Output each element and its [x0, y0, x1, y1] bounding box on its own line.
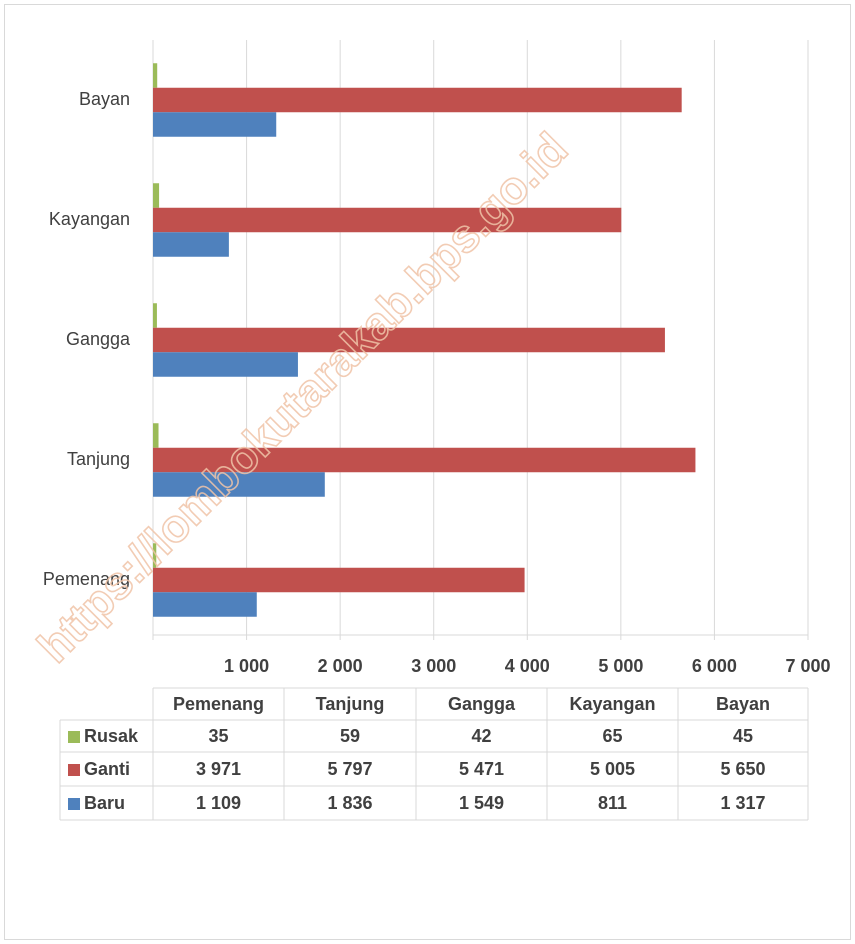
- x-tick-label: 7 000: [785, 656, 830, 676]
- plot-area: [152, 40, 809, 640]
- x-tick-label: 6 000: [692, 656, 737, 676]
- table-value: 5 471: [459, 759, 504, 779]
- x-tick-label: 1 000: [224, 656, 269, 676]
- legend-swatch: [68, 764, 80, 776]
- legend-swatch: [68, 798, 80, 810]
- table-value: 42: [471, 726, 491, 746]
- table-value: 5 650: [720, 759, 765, 779]
- bar: [153, 447, 696, 473]
- y-tick-label: Kayangan: [49, 209, 130, 229]
- legend-label: Rusak: [84, 726, 139, 746]
- table-value: 5 005: [590, 759, 635, 779]
- table-header: Pemenang: [173, 694, 264, 714]
- table-value: 1 317: [720, 793, 765, 813]
- table-value: 811: [598, 793, 627, 813]
- x-tick-label: 5 000: [598, 656, 643, 676]
- table-value: 3 971: [196, 759, 241, 779]
- table-value: 65: [602, 726, 622, 746]
- y-tick-label: Gangga: [66, 329, 131, 349]
- bar: [153, 472, 325, 497]
- bar: [153, 327, 665, 353]
- bar: [153, 567, 525, 593]
- table-header: Gangga: [448, 694, 516, 714]
- table-value: 1 109: [196, 793, 241, 813]
- x-tick-label: 3 000: [411, 656, 456, 676]
- table-value: 5 797: [327, 759, 372, 779]
- bar: [153, 112, 277, 137]
- bar: [153, 423, 159, 448]
- bar: [153, 592, 257, 617]
- bar: [153, 352, 298, 377]
- legend-label: Baru: [84, 793, 125, 813]
- table-value: 1 836: [327, 793, 372, 813]
- bar: [153, 87, 682, 113]
- bar: [153, 232, 229, 257]
- table-header: Bayan: [716, 694, 770, 714]
- x-tick-label: 2 000: [318, 656, 363, 676]
- table-value: 45: [733, 726, 753, 746]
- table-value: 59: [340, 726, 360, 746]
- bar: [153, 183, 160, 208]
- legend-swatch: [68, 731, 80, 743]
- table-header: Tanjung: [316, 694, 385, 714]
- y-tick-label: Tanjung: [67, 449, 130, 469]
- y-tick-label: Bayan: [79, 89, 130, 109]
- y-tick-label: Pemenang: [43, 569, 130, 589]
- table-header: Kayangan: [569, 694, 655, 714]
- bar: [153, 303, 157, 328]
- table-value: 1 549: [459, 793, 504, 813]
- bar: [153, 207, 622, 233]
- bar: [153, 543, 157, 568]
- legend-label: Ganti: [84, 759, 130, 779]
- x-tick-label: 4 000: [505, 656, 550, 676]
- table-value: 35: [208, 726, 228, 746]
- bar: [153, 63, 158, 88]
